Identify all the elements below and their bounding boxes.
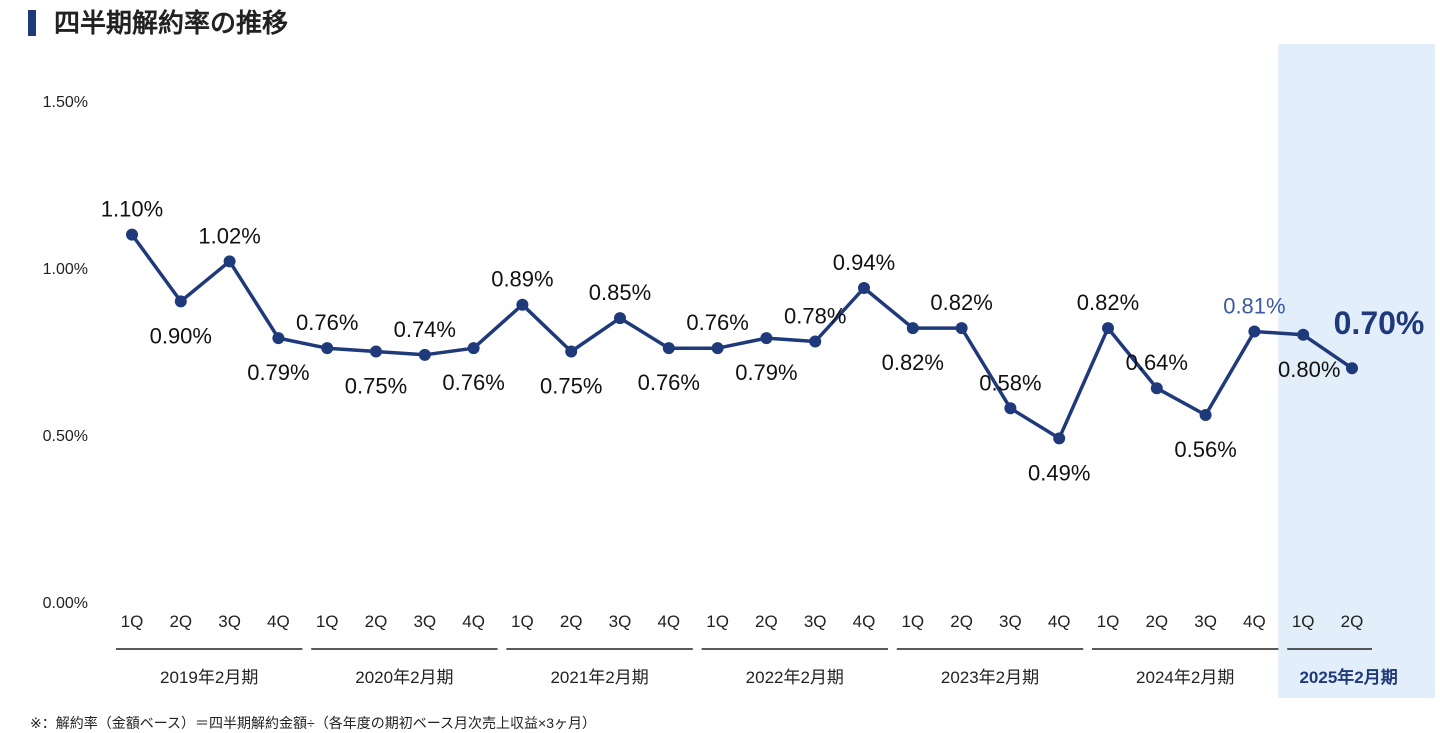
data-label: 1.10% — [101, 197, 163, 222]
data-point — [1199, 408, 1212, 421]
x-tick-label: 4Q — [267, 612, 290, 631]
x-tick-label: 2Q — [560, 612, 583, 631]
data-label: 0.76% — [296, 310, 358, 335]
x-tick-label: 4Q — [657, 612, 680, 631]
data-label: 0.76% — [638, 370, 700, 395]
data-point — [1248, 325, 1261, 338]
data-point — [223, 255, 236, 268]
data-point — [662, 342, 675, 355]
x-tick-label: 1Q — [316, 612, 339, 631]
data-point — [809, 335, 822, 348]
data-label: 1.02% — [198, 223, 260, 248]
data-label: 0.56% — [1174, 437, 1236, 462]
series-line — [130, 233, 1353, 441]
data-point — [418, 348, 431, 361]
data-label: 0.49% — [1028, 460, 1090, 485]
data-label: 0.78% — [784, 303, 846, 328]
data-point — [858, 282, 870, 295]
x-tick-label: 2Q — [1145, 612, 1168, 631]
x-tick-label: 3Q — [413, 612, 436, 631]
group-label: 2025年2月期 — [1299, 667, 1397, 687]
data-point — [174, 295, 187, 308]
x-tick-label: 1Q — [1292, 612, 1315, 631]
x-tick-label: 4Q — [1048, 612, 1071, 631]
title-accent-bar — [28, 10, 36, 36]
x-tick-label: 1Q — [1097, 612, 1120, 631]
x-tick-label: 3Q — [999, 612, 1022, 631]
page-title: 四半期解約率の推移 — [54, 8, 289, 38]
x-tick-label: 4Q — [853, 612, 876, 631]
x-tick-label: 4Q — [1243, 612, 1266, 631]
data-label: 0.90% — [150, 323, 212, 348]
data-label: 0.79% — [247, 360, 309, 385]
churn-rate-line-chart: 0.00% 0.50% 1.00% 1.50% 1.10% 0.90% 1.02% 0.79%… — [43, 44, 1435, 698]
data-label: 0.82% — [930, 290, 992, 315]
x-tick-label: 3Q — [1194, 612, 1217, 631]
group-label: 2023年2月期 — [941, 668, 1039, 687]
group-label: 2020年2月期 — [355, 668, 453, 687]
data-point — [760, 332, 773, 345]
x-tick-label: 1Q — [121, 612, 144, 631]
data-point — [711, 342, 724, 355]
data-point — [1346, 362, 1358, 375]
data-point — [565, 345, 578, 358]
data-label: 0.58% — [979, 370, 1041, 395]
x-tick-label: 2Q — [755, 612, 778, 631]
data-label: 0.79% — [735, 360, 797, 385]
data-label: 0.82% — [1077, 290, 1139, 315]
data-point — [321, 342, 334, 355]
x-tick-label: 1Q — [706, 612, 729, 631]
data-label: 0.76% — [442, 370, 504, 395]
x-tick-label: 3Q — [218, 612, 241, 631]
data-label: 0.94% — [833, 250, 895, 275]
data-point — [1297, 328, 1310, 341]
data-point — [1102, 322, 1114, 335]
data-label: 0.75% — [345, 374, 407, 399]
data-label: 0.80% — [1278, 357, 1340, 382]
data-point — [272, 332, 285, 345]
data-label: 0.75% — [540, 374, 602, 399]
y-tick-label: 0.00% — [43, 595, 88, 612]
data-point — [1004, 402, 1017, 415]
group-label: 2022年2月期 — [746, 668, 844, 687]
data-point — [906, 322, 919, 335]
x-tick-label: 3Q — [609, 612, 632, 631]
footnote: ※：解約率（金額ベース）＝四半期解約金額÷（各年度の期初ベース月次売上収益×3ヶ… — [30, 715, 596, 731]
data-point — [370, 345, 382, 358]
data-point — [955, 322, 968, 335]
data-label: 0.74% — [394, 317, 456, 342]
data-label: 0.81% — [1223, 293, 1285, 318]
group-label: 2019年2月期 — [160, 668, 258, 687]
x-tick-label: 2Q — [169, 612, 192, 631]
x-tick-label: 1Q — [901, 612, 924, 631]
x-tick-label: 2Q — [1341, 612, 1364, 631]
x-tick-label: 1Q — [511, 612, 534, 631]
data-point — [1150, 382, 1163, 395]
data-label: 0.70% — [1334, 305, 1425, 341]
x-tick-label: 2Q — [950, 612, 973, 631]
group-label: 2021年2月期 — [550, 668, 648, 687]
data-point — [614, 312, 626, 325]
x-tick-label: 3Q — [804, 612, 827, 631]
data-point — [516, 298, 529, 311]
data-label: 0.76% — [686, 310, 748, 335]
group-label: 2024年2月期 — [1136, 668, 1234, 687]
data-point — [467, 342, 480, 355]
data-label: 0.85% — [589, 280, 651, 305]
data-label: 0.82% — [882, 350, 944, 375]
data-label: 0.64% — [1126, 350, 1188, 375]
y-tick-label: 1.50% — [43, 94, 88, 111]
data-label: 0.89% — [491, 267, 553, 292]
data-point — [1053, 432, 1066, 445]
x-tick-label: 4Q — [462, 612, 485, 631]
y-tick-label: 1.00% — [43, 261, 88, 278]
x-tick-label: 2Q — [365, 612, 388, 631]
data-point — [126, 228, 138, 241]
y-tick-label: 0.50% — [43, 428, 88, 445]
